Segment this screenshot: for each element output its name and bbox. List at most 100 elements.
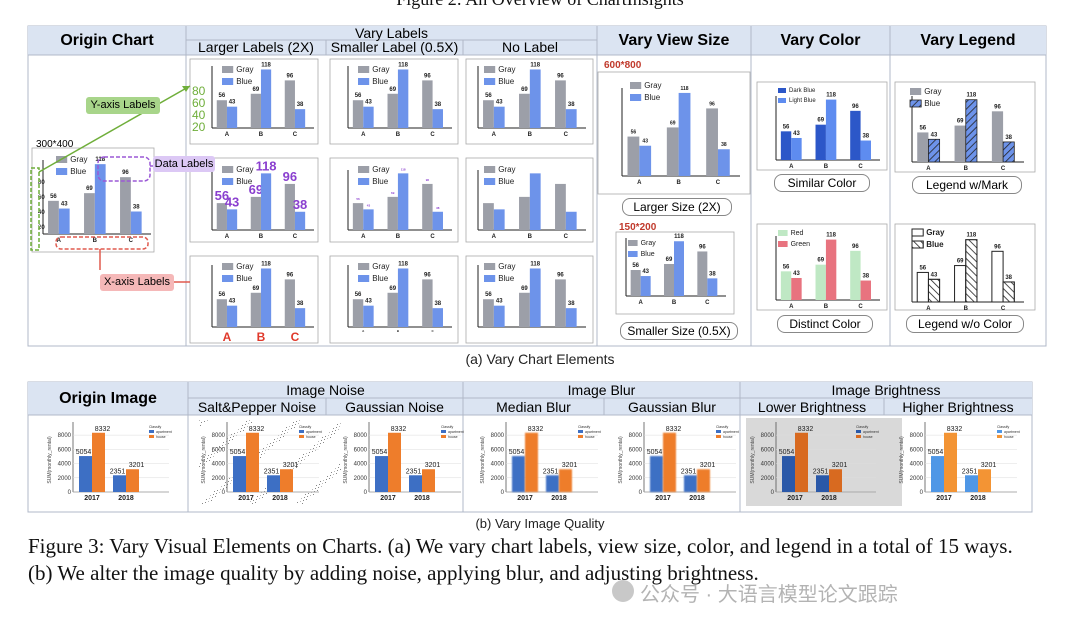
bar-apartment-2018: [113, 475, 126, 492]
bar-house-2018: [422, 469, 435, 492]
noise-dot: [262, 451, 263, 452]
noise-dot: [285, 430, 286, 431]
legend-label-0: Gray: [236, 165, 253, 174]
noise-dot: [340, 423, 341, 424]
bar-blue-a: [791, 277, 802, 300]
header-origin-image: Origin Image: [59, 390, 157, 407]
data-label-blue-c: 38: [297, 301, 304, 307]
noise-dot: [219, 492, 220, 493]
noise-dot: [294, 427, 295, 428]
legend-title: Classify: [856, 425, 869, 429]
noise-dot: [247, 426, 248, 427]
noise-dot: [329, 432, 330, 433]
noise-dot: [305, 494, 306, 495]
noise-dot: [313, 494, 314, 495]
legend-title: Classify: [149, 425, 162, 429]
data-label-blue-b: 118: [256, 158, 277, 173]
noise-dot: [318, 441, 319, 442]
noise-dot: [283, 436, 284, 437]
x-tick-c: C: [858, 304, 863, 310]
header-image-blur: Image Blur: [567, 382, 636, 398]
noise-dot: [303, 500, 304, 501]
legend-label-1: Blue: [498, 274, 515, 283]
y-tick-0: 0: [501, 490, 505, 496]
data-label-gray-c: 96: [852, 104, 859, 110]
x-tick-b: B: [93, 238, 98, 244]
noise-dot: [324, 439, 325, 440]
noise-dot: [312, 451, 313, 452]
legend-label-0: Gray: [236, 262, 253, 271]
y-tick-6000: 6000: [58, 447, 72, 453]
bar-hatch-c: [1002, 141, 1015, 163]
y-tick-4000: 4000: [910, 462, 924, 468]
bar-gray-c: [706, 108, 718, 176]
legend-label-house: house: [1004, 435, 1014, 439]
legend-label-1: Blue: [70, 167, 87, 176]
noise-dot: [281, 434, 282, 435]
noise-dot: [261, 454, 262, 455]
data-label-gray-b: 69: [521, 286, 528, 292]
noise-dot: [335, 430, 336, 431]
bar-blue-c: [432, 211, 443, 230]
legend-swatch-house: [716, 435, 721, 438]
callout-x-axis-labels: X-axis Labels: [100, 274, 174, 291]
bar-hatch-b: [965, 239, 978, 303]
data-label-gray-c: 96: [557, 73, 564, 79]
noise-dot: [295, 462, 296, 463]
noise-dot: [200, 425, 201, 426]
y-tick-4000: 4000: [629, 462, 643, 468]
x-tick-2017: 2017: [84, 495, 100, 502]
noise-dot: [334, 433, 335, 434]
noise-dot: [320, 443, 321, 444]
data-label-highlight-box: [97, 156, 151, 182]
legend-swatch-1: [358, 178, 370, 185]
x-tick-c: C: [564, 132, 569, 138]
noise-dot: [213, 456, 214, 457]
legend-label-house: house: [448, 435, 458, 439]
legend-swatch-1: [56, 168, 68, 175]
data-label-gray-b: 69: [957, 119, 964, 125]
bar-gray-b: [664, 263, 674, 296]
data-label-gray-b: 69: [817, 118, 824, 124]
noise-dot: [323, 480, 324, 481]
noise-dot: [314, 491, 315, 492]
legend-swatch-house: [856, 435, 861, 438]
bar-house-2017: [388, 432, 401, 492]
noise-dot: [338, 429, 339, 430]
bar-blue-c: [717, 149, 730, 176]
noise-dot: [209, 498, 210, 499]
noise-dot: [212, 451, 213, 452]
x-tick-2018: 2018: [689, 495, 705, 502]
noise-dot: [264, 491, 265, 492]
noise-dot: [297, 502, 298, 503]
bar-gray-b: [250, 292, 261, 327]
data-label-gray-a: 56: [632, 263, 639, 269]
y-tick-6000: 6000: [491, 447, 505, 453]
noise-dot: [264, 453, 265, 454]
x-tick-c: C: [564, 234, 569, 240]
noise-dot: [211, 500, 212, 501]
noise-dot: [314, 445, 315, 446]
legend-swatch-1: [484, 178, 496, 185]
section-a-caption: (a) Vary Chart Elements: [465, 351, 615, 367]
y-tick-8000: 8000: [761, 433, 775, 439]
noise-dot: [339, 426, 340, 427]
noise-dot: [284, 433, 285, 434]
bar-blue-c: [294, 308, 306, 327]
noise-dot: [199, 466, 200, 467]
header-larger-labels: Larger Labels (2X): [198, 39, 314, 55]
noise-dot: [317, 490, 318, 491]
x-tick-2018: 2018: [414, 495, 430, 502]
noise-dot: [280, 437, 281, 438]
noise-dot: [224, 447, 225, 448]
noise-dot: [253, 500, 254, 501]
data-label-blue-a: 43: [793, 131, 800, 137]
legend-title: Classify: [299, 425, 312, 429]
noise-dot: [201, 422, 202, 423]
noise-dot: [265, 450, 266, 451]
legend-swatch-1: [222, 275, 234, 282]
legend-swatch-0: [630, 82, 642, 89]
legend-label-1: Blue: [498, 177, 515, 186]
legend-swatch-0: [358, 66, 370, 73]
